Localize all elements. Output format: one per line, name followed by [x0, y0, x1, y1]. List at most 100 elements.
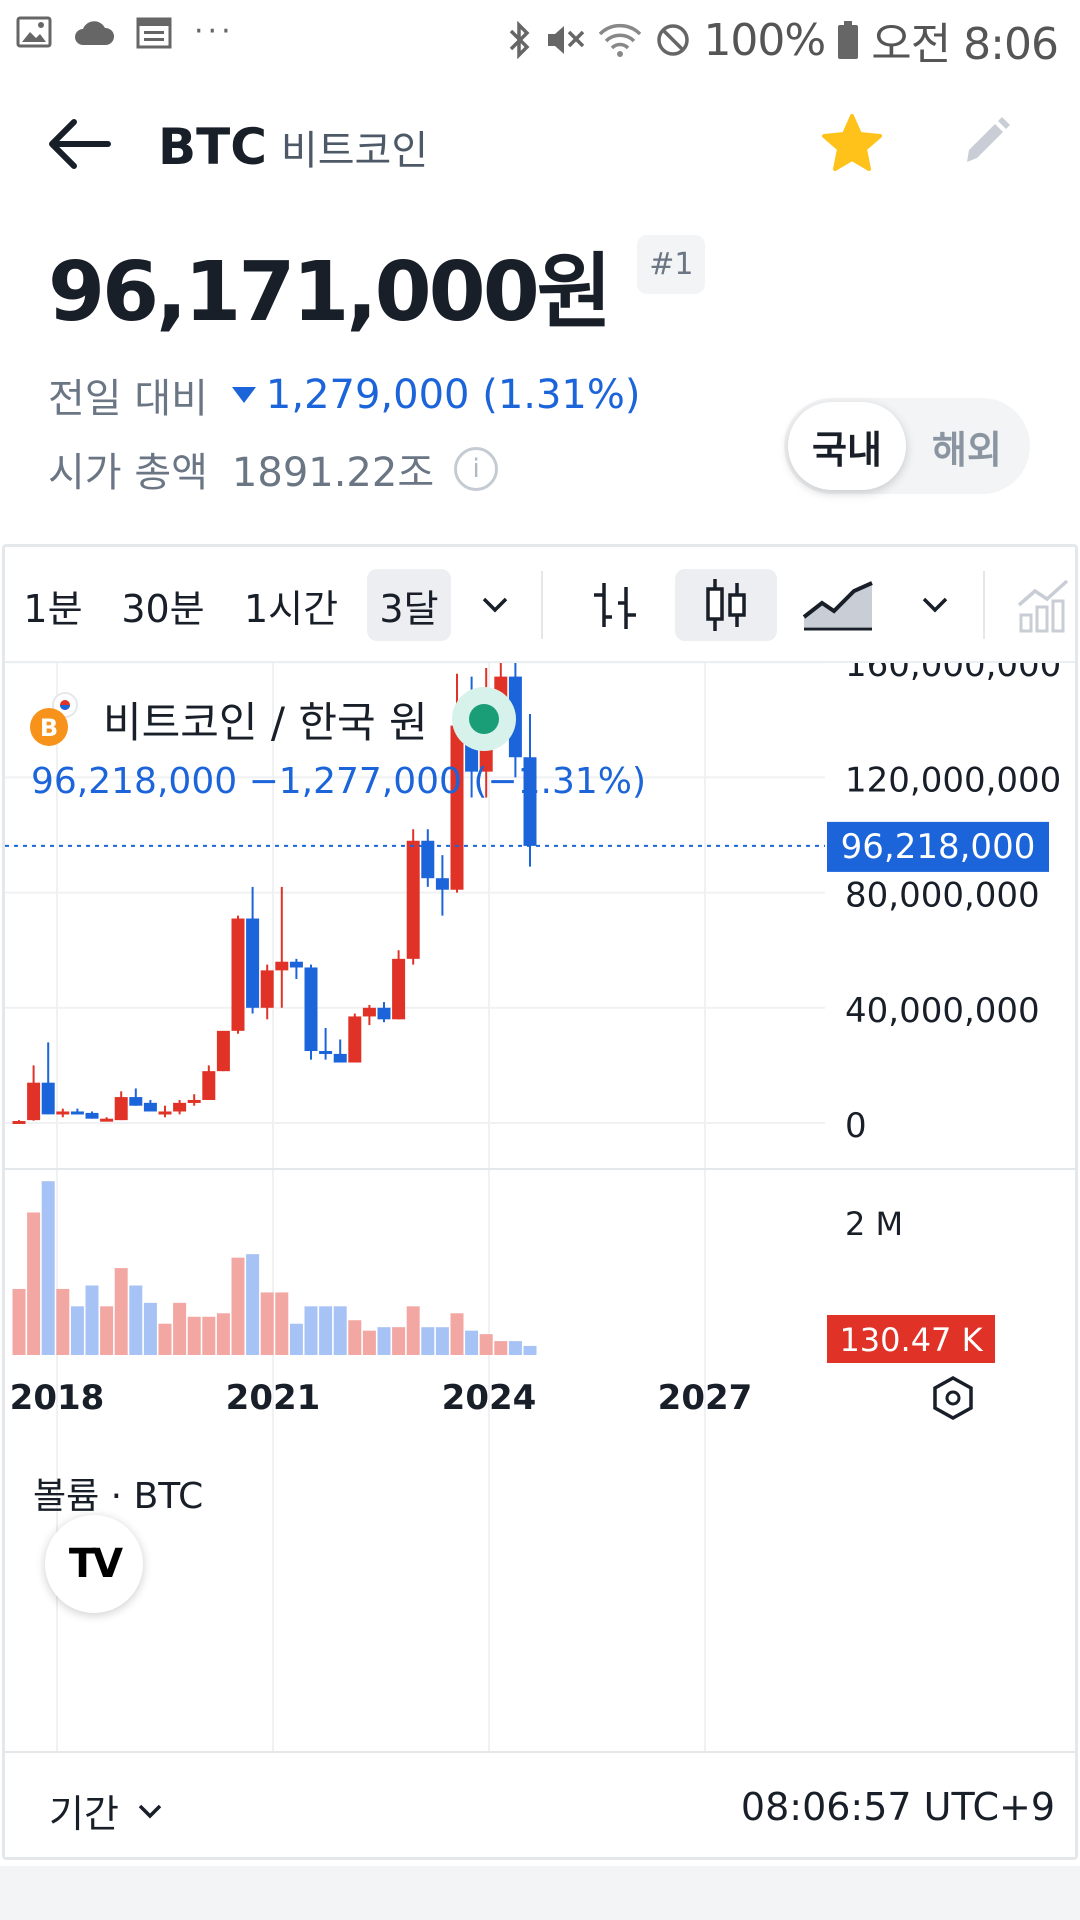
y-tick-label: 80,000,000	[845, 876, 1040, 916]
current-price-label: 96,218,000	[841, 827, 1036, 867]
edit-button[interactable]	[955, 112, 1019, 176]
toolbar-divider	[983, 571, 985, 639]
svg-text:B: B	[40, 714, 58, 742]
current-price: 96,171,000원	[48, 245, 612, 340]
chart-toolbar: 1분 30분 1시간 3달	[5, 547, 1075, 663]
candle-body	[187, 1099, 201, 1103]
cloud-icon	[75, 20, 114, 45]
volume-tick-label: 2 M	[845, 1205, 903, 1243]
candle-body	[41, 1082, 55, 1115]
volume-bar	[406, 1306, 420, 1355]
market-status-indicator	[451, 687, 516, 751]
back-arrow-icon	[49, 119, 111, 169]
change-row: 전일 대비 1,279,000 (1.31%)	[48, 366, 641, 424]
mute-icon	[548, 26, 585, 54]
change-value: 1,279,000 (1.31%)	[265, 372, 641, 418]
favorite-button[interactable]	[820, 112, 890, 176]
candle-body	[523, 757, 537, 846]
last-volume-label: 130.47 K	[839, 1321, 983, 1359]
region-toggle[interactable]: 국내 해외	[784, 398, 1030, 494]
y-tick-label: 120,000,000	[845, 760, 1061, 800]
indicators-button[interactable]	[1015, 569, 1075, 641]
timeframe-30min[interactable]: 30분	[121, 586, 205, 631]
timeframe-3month[interactable]: 3달	[367, 569, 451, 641]
change-label: 전일 대비	[48, 376, 208, 422]
volume-bar	[494, 1341, 508, 1355]
volume-bar	[348, 1320, 362, 1355]
bluetooth-icon	[510, 20, 530, 60]
toolbar-divider	[541, 571, 543, 639]
candle-body	[275, 961, 289, 971]
candlestick-icon	[706, 579, 746, 631]
y-tick-label: 40,000,000	[845, 991, 1040, 1031]
candle-body	[129, 1097, 143, 1106]
volume-bar	[435, 1327, 449, 1355]
volume-bar	[173, 1302, 187, 1355]
candle-body	[202, 1071, 216, 1100]
volume-bar	[465, 1330, 479, 1355]
battery-percent: 100%	[703, 14, 826, 66]
candle-body	[421, 840, 435, 879]
region-domestic-option[interactable]: 국내	[788, 402, 906, 490]
market-cap-value: 1891.22조	[231, 450, 435, 496]
timeframe-1hour[interactable]: 1시간	[243, 586, 339, 631]
volume-bar	[129, 1285, 143, 1355]
more-icon: ···	[194, 14, 235, 49]
clock-time: 오전 8:06	[871, 19, 1059, 70]
volume-bar	[362, 1330, 376, 1355]
period-selector[interactable]: 기간	[49, 1783, 163, 1838]
candle-body	[70, 1111, 84, 1115]
area-chart-type-button[interactable]	[795, 569, 881, 641]
region-overseas-option[interactable]: 해외	[932, 427, 1002, 472]
volume-bar	[304, 1306, 318, 1355]
volume-bar	[187, 1316, 201, 1355]
info-icon[interactable]: i	[454, 447, 499, 491]
candle-body	[27, 1082, 41, 1121]
x-tick-label: 2027	[658, 1378, 753, 1418]
current-price-tag	[827, 821, 1049, 872]
volume-bar	[100, 1306, 114, 1355]
volume-bar	[202, 1316, 216, 1355]
candle-body	[12, 1120, 26, 1124]
volume-bar	[246, 1254, 260, 1355]
candle-body	[216, 1030, 230, 1072]
volume-bar	[216, 1313, 230, 1355]
volume-bar	[114, 1268, 128, 1355]
volume-bar	[450, 1313, 464, 1355]
pair-name: 비트코인 / 한국 원	[103, 697, 428, 747]
chart-type-dropdown[interactable]	[905, 569, 965, 641]
candle-body	[319, 1051, 333, 1054]
candlestick-chart[interactable]: 0 40,000,000 80,000,000 120,000,000 160,000,…	[5, 663, 1078, 1751]
price-row: 96,171,000원 #1	[48, 225, 706, 344]
candle-body	[435, 878, 449, 890]
volume-bar	[523, 1345, 537, 1355]
ohlc-bars-icon	[594, 583, 636, 629]
market-cap-row: 시가 총액 1891.22조 i	[48, 440, 499, 498]
candle-body	[260, 970, 274, 1008]
volume-bar	[158, 1323, 172, 1355]
back-button[interactable]	[44, 114, 114, 174]
chart-card: 1분 30분 1시간 3달 0 40,000,000 80,000,000 120,0…	[2, 544, 1078, 1860]
image-icon	[16, 16, 52, 47]
chevron-down-icon	[138, 1804, 162, 1818]
timeframe-dropdown[interactable]	[465, 569, 525, 641]
x-tick-label: 2021	[226, 1378, 321, 1418]
bar-chart-type-button[interactable]	[577, 569, 653, 641]
coin-symbol: BTC	[158, 118, 267, 176]
candle-body	[173, 1102, 187, 1112]
candle-body	[114, 1097, 128, 1121]
volume-bar	[27, 1212, 41, 1355]
indicator-chart-icon	[1017, 579, 1069, 633]
down-triangle-icon	[231, 387, 256, 403]
chevron-down-icon	[922, 597, 948, 613]
coin-name: 비트코인	[280, 128, 429, 174]
chevron-down-icon	[482, 597, 508, 613]
chart-settings-icon[interactable]	[933, 1375, 973, 1421]
chart-clock: 08:06:57 UTC+9	[740, 1785, 1055, 1829]
candle-body	[333, 1053, 347, 1063]
volume-bar	[41, 1181, 55, 1355]
blocked-icon	[657, 24, 690, 56]
tradingview-logo[interactable]: TV	[45, 1515, 143, 1613]
candle-chart-type-button[interactable]	[675, 569, 777, 641]
timeframe-1min[interactable]: 1분	[23, 586, 83, 631]
